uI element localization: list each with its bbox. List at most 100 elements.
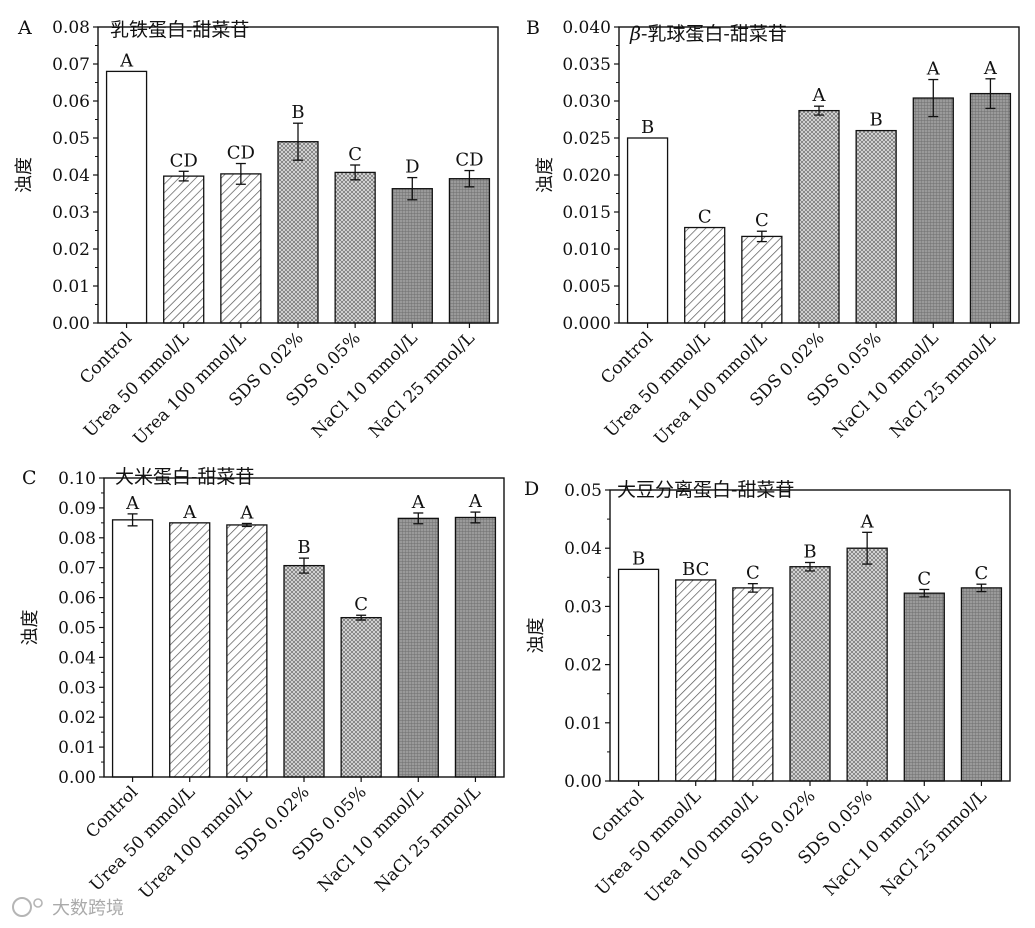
x-tick-label: NaCl 10 mmol/L <box>820 786 934 900</box>
chart-title: 乳铁蛋白-甜菜苷 <box>110 19 249 41</box>
y-tick-label: 0.010 <box>562 240 611 260</box>
significance-label: A <box>182 502 197 523</box>
significance-label: A <box>926 59 941 80</box>
y-tick-label: 0.08 <box>58 529 96 549</box>
watermark: 大数跨境 <box>12 897 124 919</box>
significance-label: A <box>411 492 426 513</box>
bar <box>105 70 148 324</box>
bar <box>340 616 382 778</box>
x-tick-label: NaCl 25 mmol/L <box>371 782 485 896</box>
bar <box>798 109 840 324</box>
y-tick-label: 0.02 <box>564 656 602 676</box>
bar <box>741 235 783 324</box>
significance-label: B <box>291 102 304 123</box>
y-tick-label: 0.06 <box>52 92 90 112</box>
significance-label: A <box>812 85 827 106</box>
significance-label: A <box>119 50 134 71</box>
bar <box>220 173 262 324</box>
x-tick-label: Urea 50 mmol/L <box>80 328 193 441</box>
significance-label: BC <box>682 559 709 580</box>
significance-label: B <box>297 537 310 558</box>
bar <box>969 92 1012 324</box>
bar <box>454 516 497 778</box>
bar <box>960 587 1003 782</box>
y-tick-label: 0.00 <box>564 772 602 792</box>
bar <box>617 568 660 782</box>
x-tick-label: Urea 50 mmol/L <box>86 782 199 895</box>
significance-label: C <box>354 594 368 615</box>
bar <box>226 524 268 778</box>
x-tick-label: NaCl 10 mmol/L <box>308 328 422 442</box>
y-tick-label: 0.040 <box>562 18 611 38</box>
significance-label: C <box>917 568 931 589</box>
bar <box>397 517 439 778</box>
significance-label: CD <box>227 143 255 164</box>
plot-frame <box>103 477 505 778</box>
y-tick-label: 0.015 <box>562 203 611 223</box>
bar <box>789 566 831 782</box>
bar <box>277 141 319 324</box>
x-tick-label: NaCl 10 mmol/L <box>829 328 943 442</box>
y-tick-label: 0.025 <box>562 129 611 149</box>
significance-label: B <box>641 117 654 138</box>
watermark-logo-icon <box>12 897 32 917</box>
y-tick-label: 0.03 <box>564 597 602 617</box>
significance-label: C <box>975 563 989 584</box>
y-axis-label: 浊度 <box>526 618 547 654</box>
significance-label: CD <box>170 150 198 171</box>
plot-frame <box>618 26 1020 324</box>
x-tick-label: NaCl 10 mmol/L <box>314 782 428 896</box>
y-tick-label: 0.09 <box>58 499 96 519</box>
chart-title: 大米蛋白-甜菜苷 <box>115 466 254 488</box>
significance-label: B <box>632 548 645 569</box>
y-tick-label: 0.02 <box>58 708 96 728</box>
bar <box>675 579 717 782</box>
bar <box>111 519 154 778</box>
y-tick-label: 0.030 <box>562 92 611 112</box>
y-axis-label: 浊度 <box>535 157 556 193</box>
bar <box>283 564 325 778</box>
y-tick-label: 0.05 <box>564 481 602 501</box>
bar <box>903 592 945 782</box>
bar <box>334 171 376 324</box>
panel-letter: A <box>17 17 32 39</box>
significance-label: A <box>860 511 875 532</box>
significance-label: C <box>698 207 712 228</box>
panel-letter: C <box>22 467 37 489</box>
y-axis-label: 浊度 <box>20 610 41 646</box>
panel-letter: D <box>524 478 539 500</box>
y-axis-label: 浊度 <box>14 157 35 193</box>
significance-label: B <box>870 110 883 131</box>
significance-label: D <box>405 157 419 178</box>
y-tick-label: 0.10 <box>58 469 96 489</box>
bar <box>855 129 897 324</box>
significance-label: C <box>348 144 362 165</box>
x-tick-label: Urea 50 mmol/L <box>592 786 705 899</box>
y-tick-label: 0.06 <box>58 589 96 609</box>
significance-label: A <box>239 502 254 523</box>
chart-title: β-乳球蛋白-甜菜苷 <box>629 23 787 45</box>
bar <box>626 137 669 324</box>
y-tick-label: 0.05 <box>52 129 90 149</box>
y-tick-label: 0.04 <box>564 539 602 559</box>
significance-label: A <box>468 491 483 512</box>
y-tick-label: 0.08 <box>52 18 90 38</box>
significance-label: A <box>125 493 140 514</box>
plot-frame <box>97 26 499 324</box>
significance-label: A <box>983 58 998 79</box>
y-tick-label: 0.005 <box>562 277 611 297</box>
y-tick-label: 0.05 <box>58 619 96 639</box>
x-tick-label: NaCl 25 mmol/L <box>877 786 991 900</box>
chart-panel-d: D 大豆分离蛋白-甜菜苷浊度0.000.010.020.030.040.05BCo… <box>524 478 1011 907</box>
bar <box>448 178 491 324</box>
watermark-text: 大数跨境 <box>52 898 124 919</box>
bar <box>391 188 433 324</box>
bar <box>846 547 888 782</box>
y-tick-label: 0.01 <box>52 277 90 297</box>
y-tick-label: 0.000 <box>562 314 611 334</box>
x-tick-label: Urea 50 mmol/L <box>601 328 714 441</box>
